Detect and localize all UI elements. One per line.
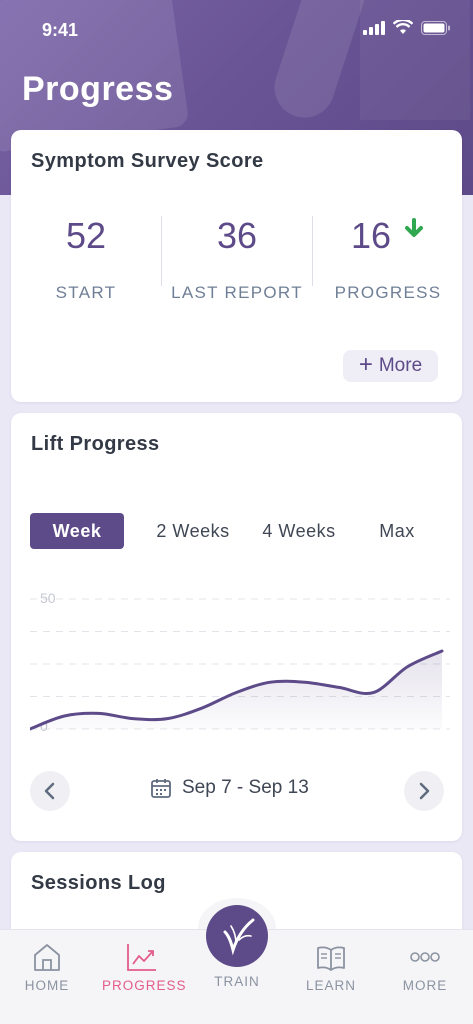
sessions-title: Sessions Log — [31, 872, 166, 894]
status-icons — [363, 20, 451, 35]
home-icon — [34, 944, 60, 971]
next-week-button[interactable] — [404, 771, 444, 811]
book-icon — [317, 946, 345, 971]
tabbar-learn[interactable]: LEARN — [291, 938, 371, 993]
previous-week-button[interactable] — [30, 771, 70, 811]
tab-max[interactable]: Max — [379, 520, 415, 541]
tabbar-home-label: HOME — [24, 978, 70, 993]
stat-start: 52 START — [11, 215, 161, 303]
date-range: Sep 7 - Sep 13 — [150, 777, 350, 799]
calendar-icon — [151, 779, 171, 798]
y-tick-label: 50 — [40, 590, 56, 606]
tabbar-progress-label: PROGRESS — [102, 978, 187, 993]
lift-title: Lift Progress — [31, 433, 160, 455]
stat-progress-value: 16 — [350, 215, 392, 256]
tabbar-home[interactable]: HOME — [7, 938, 87, 993]
stat-divider — [161, 216, 162, 286]
lift-progress-card: Lift Progress Week 2 Weeks 4 Weeks Max 5… — [11, 413, 462, 841]
wifi-icon — [393, 20, 413, 34]
decorative-shape — [360, 0, 470, 120]
train-logo-icon — [223, 918, 255, 956]
trend-chart-icon — [127, 944, 156, 971]
tab-2-weeks[interactable]: 2 Weeks — [156, 520, 230, 541]
date-navigation: Sep 7 - Sep 13 — [30, 771, 444, 811]
battery-icon — [421, 20, 450, 35]
stat-divider — [312, 216, 313, 286]
tab-week[interactable]: Week — [30, 513, 124, 549]
tabbar-more[interactable]: MORE — [385, 938, 465, 993]
lift-chart: 50 0 — [30, 590, 450, 734]
status-time: 9:41 — [42, 20, 79, 40]
more-label: More — [378, 355, 423, 376]
survey-title: Symptom Survey Score — [31, 150, 264, 172]
tabbar-train-label: TRAIN — [214, 974, 260, 989]
stat-start-label: START — [55, 283, 117, 302]
train-button[interactable] — [206, 905, 268, 967]
ellipsis-icon — [410, 952, 440, 962]
tabbar-train[interactable]: TRAIN — [197, 974, 277, 989]
stat-last-report-label: LAST REPORT — [171, 283, 303, 302]
plus-icon: + — [358, 351, 373, 378]
stat-last-report: 36 LAST REPORT — [162, 215, 312, 303]
date-range-label: Sep 7 - Sep 13 — [182, 777, 309, 798]
chevron-left-icon — [44, 782, 55, 800]
range-tabs: Week 2 Weeks 4 Weeks Max — [30, 513, 440, 549]
chart-area-fill — [30, 651, 442, 729]
chart-series-line — [30, 649, 444, 731]
tabbar-learn-label: LEARN — [305, 978, 356, 993]
stat-progress: 16 PROGRESS — [313, 215, 463, 303]
stat-start-value: 52 — [65, 215, 107, 256]
stat-progress-value-row: 16 — [313, 215, 463, 257]
symptom-survey-card: Symptom Survey Score 52 START 36 LAST RE… — [11, 130, 462, 402]
tabbar-more-label: MORE — [402, 978, 448, 993]
stat-progress-label: PROGRESS — [334, 283, 442, 302]
status-bar: 9:41 — [0, 0, 473, 60]
tabbar-progress[interactable]: PROGRESS — [102, 938, 186, 993]
signal-icon — [363, 20, 385, 35]
more-button[interactable]: + More — [343, 350, 438, 382]
arrow-down-icon — [405, 218, 424, 237]
stat-last-report-value: 36 — [216, 215, 258, 256]
chevron-right-icon — [419, 782, 430, 800]
tab-4-weeks[interactable]: 4 Weeks — [262, 520, 336, 541]
page-title: Progress — [22, 70, 174, 108]
